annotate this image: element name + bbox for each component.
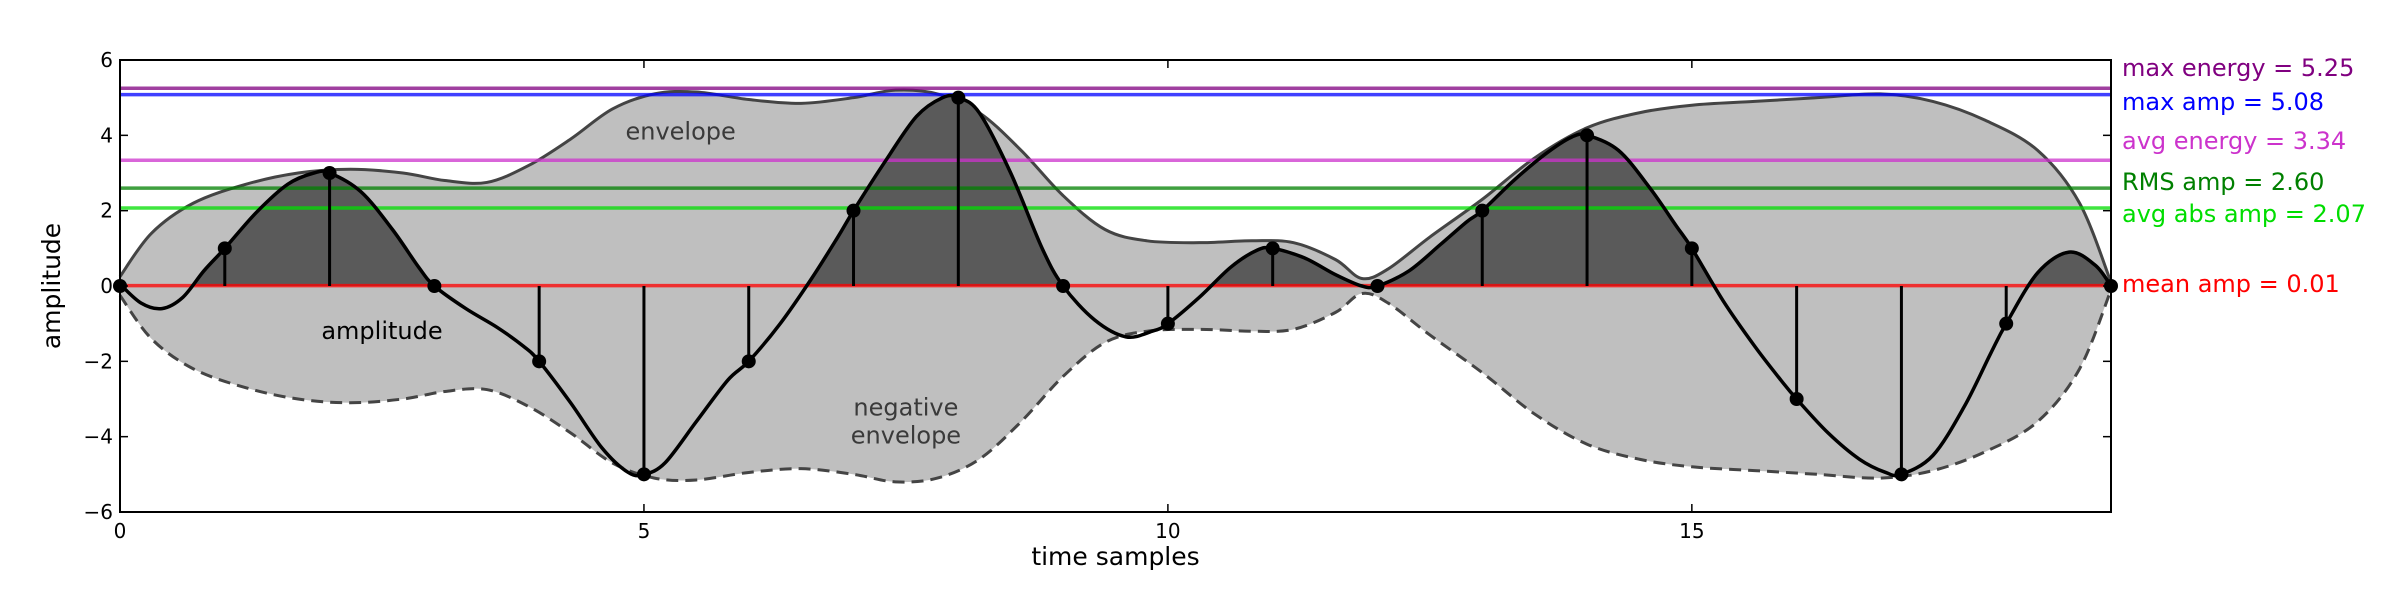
sample-point (217, 241, 232, 256)
sample-point (1265, 241, 1280, 256)
y-tick-label: 4 (100, 123, 113, 147)
negative-envelope-line (118, 289, 2113, 484)
y-tick-label: 0 (100, 274, 113, 298)
signal-area-layer (120, 95, 2111, 286)
ref-label-max-amp: max amp = 5.08 (2122, 88, 2324, 116)
y-tick-label: 6 (100, 48, 113, 72)
reference-lines (120, 86, 2111, 288)
y-tick-label: −4 (84, 425, 113, 449)
sample-point (1789, 392, 1804, 406)
x-tick-label: 10 (1155, 519, 1180, 543)
sample-point (1684, 241, 1699, 256)
negative-envelope-annotation-line2: envelope (851, 422, 961, 450)
sample-point (1475, 203, 1490, 218)
sample-point (1894, 467, 1909, 482)
x-tick-labels: 0 5 10 15 (114, 519, 1705, 543)
sample-point (846, 203, 861, 218)
sample-stems (223, 97, 2008, 475)
sample-point (1160, 316, 1175, 331)
sample-point (427, 279, 442, 293)
signal-positive-area (120, 95, 2111, 286)
y-tick-label: −2 (84, 349, 113, 373)
sample-point (951, 90, 966, 105)
ref-label-rms-amp: RMS amp = 2.60 (2122, 168, 2324, 196)
axis-ticks (119, 59, 2111, 513)
y-tick-label: 2 (100, 199, 113, 223)
sample-point (1056, 279, 1071, 293)
reference-line-labels: max energy = 5.25 max amp = 5.08 avg ene… (2122, 54, 2366, 298)
sample-point (741, 354, 756, 369)
sample-point (1999, 316, 2014, 331)
x-tick-label: 0 (114, 519, 127, 543)
ref-label-avg-energy: avg energy = 3.34 (2122, 127, 2346, 155)
y-axis-label: amplitude (37, 223, 66, 349)
sample-point (322, 166, 337, 180)
amplitude-annotation: amplitude (321, 317, 442, 345)
ref-label-mean-amp: mean amp = 0.01 (2122, 270, 2340, 298)
y-tick-labels: −6 −4 −2 0 2 4 6 (84, 48, 113, 524)
sample-point (1580, 128, 1595, 143)
sample-point (1370, 279, 1385, 293)
x-axis-label: time samples (1031, 542, 1199, 571)
envelope-annotation: envelope (625, 118, 735, 146)
sample-point (532, 354, 547, 369)
sample-points (113, 90, 2118, 482)
y-tick-label: −6 (84, 500, 113, 524)
sample-point (636, 467, 651, 482)
x-tick-label: 15 (1679, 519, 1704, 543)
envelope-line (118, 88, 2113, 283)
ref-label-avg-abs-amp: avg abs amp = 2.07 (2122, 200, 2366, 228)
ref-label-max-energy: max energy = 5.25 (2122, 54, 2354, 82)
x-tick-label: 5 (638, 519, 651, 543)
negative-envelope-annotation-line1: negative (853, 394, 958, 422)
